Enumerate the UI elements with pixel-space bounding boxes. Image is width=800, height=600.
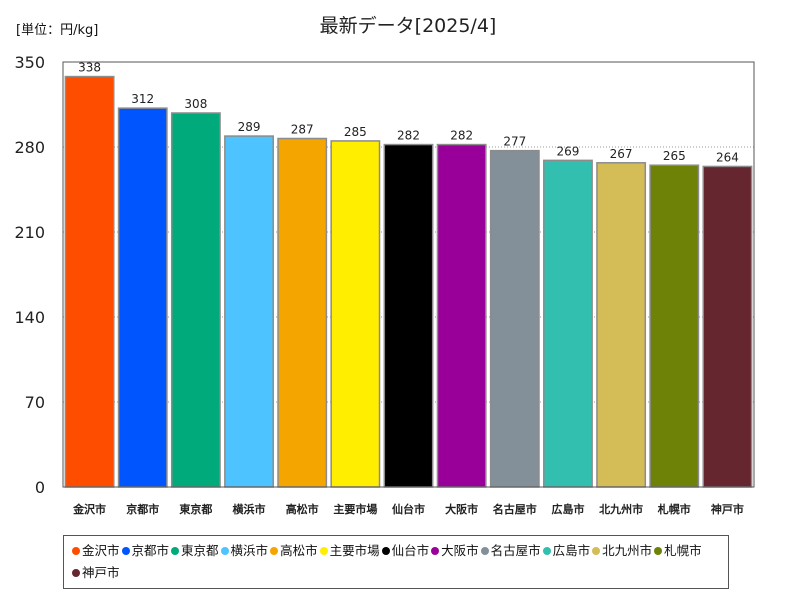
data-label: 289 [238,120,261,134]
y-tick-label: 210 [14,223,45,242]
x-tick-label: 主要市場 [333,502,377,516]
legend-swatch [72,569,80,577]
legend-swatch [72,547,80,555]
x-tick-label: 名古屋市 [493,502,537,516]
bar-10 [543,159,593,488]
legend-entry: 高松市 [270,540,318,562]
x-tick-label: 北九州市 [599,502,643,516]
bar-8 [436,143,487,488]
legend-entry: 金沢市 [72,540,120,562]
legend-swatch [542,547,551,555]
legend-label: 名古屋市 [490,543,541,558]
x-tick-label: 京都市 [126,502,159,516]
legend-swatch [171,547,180,555]
bar-4 [224,135,274,488]
legend-swatch [592,547,601,555]
x-tick-label: 仙台市 [392,502,425,516]
y-tick-label: 280 [14,138,45,157]
data-label: 308 [184,97,207,111]
bars: 338 312 308 289 287 285 282 282 277 269 267 265 264 [64,61,753,488]
x-tick-label: 横浜市 [233,502,266,516]
legend-swatch [654,547,663,555]
chart-title: 最新データ[2025/4] [320,15,497,37]
legend-swatch [431,547,440,555]
bar-3 [170,112,221,488]
legend-swatch [270,547,279,555]
legend-entry: 神戸市 [72,562,120,584]
legend-entry: 京都市 [121,540,170,562]
x-tick-label: 大阪市 [445,502,478,516]
legend-entry: 北九州市 [592,540,652,562]
data-label: 265 [663,149,686,163]
data-label: 282 [397,129,420,143]
legend-label: 札幌市 [664,543,702,558]
plot-frame [62,61,755,488]
bar-2 [117,107,168,488]
x-tick-label: 金沢市 [72,502,106,516]
legend-label: 大阪市 [441,543,479,558]
legend-label: 仙台市 [391,543,430,558]
legend-label: 広島市 [552,543,591,558]
bar-1 [64,75,115,488]
legend-entry: 横浜市 [220,540,269,562]
bar-13 [702,165,753,488]
legend-entry: 東京都 [171,540,219,562]
legend-entry: 札幌市 [654,540,702,562]
legend: 金沢市 京都市 東京都 横浜市 高松市 主要市場 仙台市 大阪市 名古屋市 広島市 北九州市 札幌市神… [63,535,729,589]
legend-swatch [381,547,390,555]
y-tick-label: 140 [14,308,45,327]
legend-label: 横浜市 [230,543,269,558]
y-tick-label: 70 [25,393,45,412]
bar-9 [489,149,540,488]
data-label: 282 [450,129,473,143]
legend-label: 主要市場 [329,543,380,558]
legend-label: 神戸市 [82,565,120,580]
bar-12 [649,164,700,488]
bar-5 [277,137,328,488]
y-axis-ticks: 0 70 140 210 280 350 [14,53,45,497]
legend-entry: 主要市場 [319,540,380,562]
data-label: 277 [503,135,526,149]
legend-swatch [220,547,229,555]
bar-6 [330,140,381,488]
y-tick-label: 350 [14,53,45,72]
x-tick-label: 札幌市 [657,502,691,516]
data-label: 285 [344,125,367,139]
legend-label: 東京都 [181,543,219,558]
bar-7 [383,143,434,488]
legend-swatch [121,547,130,555]
legend-entry: 名古屋市 [480,540,541,562]
x-axis-ticks: 金沢市 京都市 東京都 横浜市 高松市 主要市場 仙台市 大阪市 名古屋市 広島市 北九州市 札幌市 神… [72,502,744,516]
x-tick-label: 高松市 [286,502,319,516]
x-tick-label: 広島市 [551,502,584,516]
legend-entry: 大阪市 [431,540,479,562]
legend-swatch [480,547,489,555]
legend-label: 高松市 [280,543,318,558]
data-label: 269 [557,144,580,158]
data-label: 267 [610,147,633,161]
y-tick-label: 0 [35,478,45,497]
legend-label: 金沢市 [82,543,120,558]
legend-entry: 広島市 [542,540,591,562]
x-tick-label: 神戸市 [711,502,744,516]
legend-entry: 仙台市 [381,540,430,562]
data-label: 338 [78,61,101,75]
bar-11 [596,162,647,488]
data-label: 264 [716,150,739,164]
unit-label: [単位：円/kg] [16,22,98,38]
legend-label: 京都市 [131,543,170,558]
legend-label: 北九州市 [602,543,653,558]
x-tick-label: 東京都 [179,502,212,516]
data-label: 287 [291,123,314,137]
legend-swatch [319,547,328,555]
data-label: 312 [131,92,154,106]
